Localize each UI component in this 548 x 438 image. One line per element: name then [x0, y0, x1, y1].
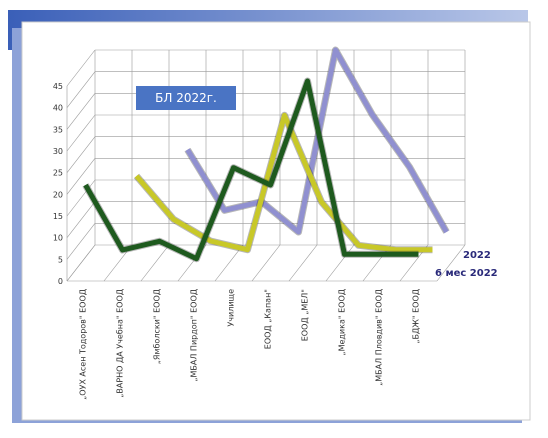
y-tick-label: 20 [53, 190, 63, 199]
floor-line [66, 244, 96, 282]
x-tick-label: „БДЖ" ЕООД [412, 289, 421, 344]
y-tick-label: 0 [58, 277, 63, 286]
grid-line [66, 179, 96, 217]
y-tick-label: 15 [53, 212, 63, 221]
floor-line [140, 244, 170, 282]
x-tick-label: ЕООД „МЕЛ" [301, 289, 310, 341]
x-tick-label: ЕООД „Капан" [264, 289, 273, 349]
x-tick-label: „Ямболски" ЕООД [153, 289, 162, 364]
grid-line [66, 158, 96, 195]
grid-line [66, 201, 96, 238]
x-tick-label: „ВАРНО ДА Учебна" ЕООД [116, 289, 125, 398]
x-tick-label: Училище [227, 289, 236, 327]
x-tick-label: „МБАЛ Пирдоп" ЕООД [190, 289, 199, 382]
grid-line [66, 49, 96, 87]
depth-label: 6 мес 2022 [435, 268, 498, 279]
title-box [136, 86, 236, 110]
floor-line [288, 244, 318, 282]
grid-line [66, 223, 96, 260]
y-tick-label: 40 [53, 104, 63, 113]
x-tick-label: „ОУХ Асен Тодоров" ЕООД [79, 289, 88, 400]
card [21, 21, 531, 421]
y-tick-label: 25 [53, 169, 63, 178]
grid-line [66, 114, 96, 152]
y-tick-label: 35 [53, 125, 63, 134]
floor-line [214, 244, 244, 282]
floor-line [251, 244, 281, 282]
series-line [185, 47, 449, 235]
grid-line [66, 71, 96, 108]
floor-line [436, 244, 466, 282]
plot: 0 5 10 15 20 25 30 35 40 45 „ОУХ Асен Тодоров" ЕОО… [53, 46, 498, 400]
series-line [83, 78, 419, 262]
floor-line [325, 244, 355, 282]
y-tick-label: 10 [53, 234, 63, 243]
grid-line [66, 136, 96, 173]
depth-label: 2022 [463, 250, 491, 261]
chart-title: БЛ 2022г. [155, 91, 217, 105]
x-tick-label: „МБАЛ Пловдив" ЕООД [375, 289, 384, 386]
x-tick-label: „Медика" ЕООД [338, 289, 347, 356]
y-tick-label: 5 [58, 255, 63, 264]
grid-line [66, 93, 96, 130]
series-line [134, 112, 433, 253]
y-tick-label: 45 [53, 82, 63, 91]
y-tick-label: 30 [53, 147, 63, 156]
